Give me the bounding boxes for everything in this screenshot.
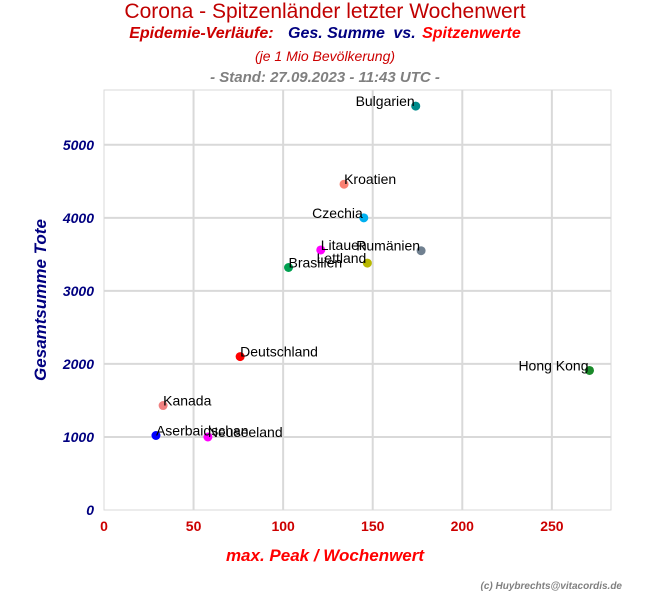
- data-points: [151, 101, 595, 442]
- data-point: [359, 213, 369, 223]
- x-axis-label: max. Peak / Wochenwert: [226, 546, 425, 565]
- point-label: Kanada: [163, 393, 211, 409]
- subtitle-vs: vs.: [393, 25, 416, 42]
- subtitle-prefix: Epidemie-Verläufe:: [129, 25, 274, 42]
- data-point: [316, 245, 326, 255]
- grid: [104, 90, 611, 510]
- data-point: [339, 179, 349, 189]
- plot-area: [103, 89, 612, 511]
- point-label: Deutschland: [240, 344, 318, 360]
- point-label: Lettland: [317, 250, 367, 266]
- data-point: [585, 365, 595, 375]
- x-tick-label: 100: [271, 518, 295, 534]
- x-tick-label: 50: [186, 518, 202, 534]
- point-label: Czechia: [312, 205, 363, 221]
- data-point: [151, 430, 161, 440]
- point-label: Rumänien: [356, 238, 420, 254]
- data-point: [362, 258, 372, 268]
- data-point: [416, 246, 426, 256]
- y-tick-label: 0: [86, 502, 94, 518]
- point-label: Aserbaidschan: [156, 422, 249, 438]
- point-label: Brasilien: [289, 254, 343, 270]
- point-label: Bulgarien: [356, 93, 415, 109]
- x-tick-label: 200: [451, 518, 475, 534]
- subtitle-end: Spitzenwerte: [422, 25, 521, 42]
- data-point: [235, 352, 245, 362]
- data-point: [203, 432, 213, 442]
- credit: (c) Huybrechts@vitacordis.de: [480, 581, 622, 592]
- point-label: Litauen: [321, 237, 367, 253]
- y-tick-label: 2000: [62, 356, 94, 372]
- data-point: [411, 101, 421, 111]
- point-labels: Bulgarien Kroatien Czechia LitauenRumänienL…: [156, 93, 589, 440]
- x-tick-label: 250: [540, 518, 564, 534]
- y-axis-label: Gesamtsumme Tote: [31, 219, 50, 381]
- x-axis-ticks: 0 50 100 150 200 250: [100, 518, 564, 534]
- subtitle-mid: Ges. Summe: [288, 25, 385, 42]
- data-point: [158, 401, 168, 411]
- x-tick-label: 150: [361, 518, 385, 534]
- chart-subtitle: Epidemie-Verläufe: Ges. Summe vs. Spitze…: [0, 25, 650, 43]
- y-tick-label: 4000: [62, 210, 94, 226]
- point-label: Kroatien: [344, 171, 396, 187]
- y-axis-ticks: 0 1000 2000 3000 4000 5000: [62, 137, 94, 518]
- chart-note: (je 1 Mio Bevölkerung): [254, 48, 396, 64]
- point-label: Hong Kong: [518, 357, 588, 373]
- data-point: [284, 262, 294, 272]
- x-tick-label: 0: [100, 518, 108, 534]
- chart-title: Corona - Spitzenländer letzter Wochenwer…: [124, 0, 526, 23]
- y-tick-label: 3000: [63, 283, 94, 299]
- y-tick-label: 1000: [63, 429, 94, 445]
- chart-stand: - Stand: 27.09.2023 - 11:43 UTC -: [210, 69, 440, 86]
- point-label: Neuseeland: [208, 424, 283, 440]
- y-tick-label: 5000: [63, 137, 94, 153]
